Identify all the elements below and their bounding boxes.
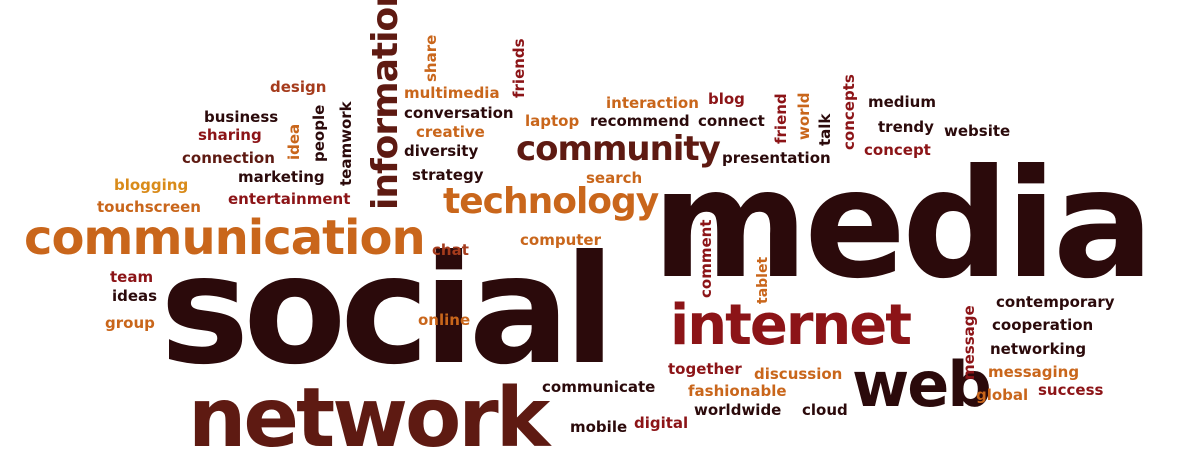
word-success: success: [1038, 381, 1104, 399]
word-tablet: tablet: [755, 256, 771, 304]
word-team: team: [110, 268, 154, 286]
word-mobile: mobile: [570, 418, 628, 436]
word-social: social: [160, 224, 615, 398]
word-interaction: interaction: [606, 94, 699, 112]
word-entertainment: entertainment: [228, 190, 351, 208]
word-digital: digital: [634, 414, 689, 432]
word-laptop: laptop: [525, 112, 580, 130]
word-concepts: concepts: [840, 74, 858, 150]
word-networking: networking: [990, 340, 1087, 358]
word-fashionable: fashionable: [688, 382, 787, 400]
word-creative: creative: [416, 123, 485, 141]
word-chat: chat: [432, 241, 469, 259]
word-conversation: conversation: [404, 104, 514, 122]
word-friends: friends: [510, 38, 528, 98]
word-strategy: strategy: [412, 166, 484, 184]
word-world: world: [795, 92, 813, 140]
word-concept: concept: [864, 141, 931, 159]
word-discussion: discussion: [754, 365, 843, 383]
word-communication: communication: [24, 210, 426, 266]
word-trendy: trendy: [878, 118, 934, 136]
word-technology: technology: [443, 181, 659, 222]
word-together: together: [668, 360, 742, 378]
word-internet: internet: [670, 293, 912, 358]
word-business: business: [204, 108, 279, 126]
word-search: search: [586, 169, 643, 187]
word-people: people: [310, 104, 328, 162]
word-talk: talk: [816, 113, 834, 146]
word-share: share: [422, 34, 440, 82]
word-cooperation: cooperation: [992, 316, 1094, 334]
word-community: community: [516, 129, 721, 169]
word-information: information: [365, 0, 406, 210]
word-medium: medium: [868, 93, 936, 111]
word-sharing: sharing: [198, 126, 262, 144]
word-website: website: [944, 122, 1011, 140]
word-multimedia: multimedia: [404, 84, 500, 102]
word-blogging: blogging: [114, 176, 189, 194]
word-online: online: [418, 311, 471, 329]
word-presentation: presentation: [722, 149, 831, 167]
word-comment: comment: [697, 219, 715, 298]
word-messaging: messaging: [988, 363, 1080, 381]
word-worldwide: worldwide: [694, 401, 782, 419]
word-diversity: diversity: [404, 142, 479, 160]
word-message: message: [960, 305, 978, 380]
word-media: media: [652, 138, 1154, 312]
word-connect: connect: [698, 112, 765, 130]
word-connection: connection: [182, 149, 275, 167]
word-group: group: [105, 314, 155, 332]
word-computer: computer: [520, 231, 601, 249]
word-global: global: [976, 386, 1029, 404]
word-marketing: marketing: [238, 168, 325, 186]
word-cloud: cloud: [802, 401, 848, 419]
word-blog: blog: [708, 90, 745, 108]
word-teamwork: teamwork: [337, 101, 355, 186]
word-web: web: [852, 348, 992, 421]
word-friend: friend: [772, 93, 790, 144]
word-design: design: [270, 78, 327, 96]
word-contemporary: contemporary: [996, 293, 1115, 311]
word-ideas: ideas: [112, 287, 158, 305]
word-touchscreen: touchscreen: [97, 198, 201, 216]
word-network: network: [188, 371, 550, 466]
word-communicate: communicate: [542, 378, 656, 396]
word-recommend: recommend: [590, 112, 690, 130]
word-idea: idea: [285, 123, 303, 160]
